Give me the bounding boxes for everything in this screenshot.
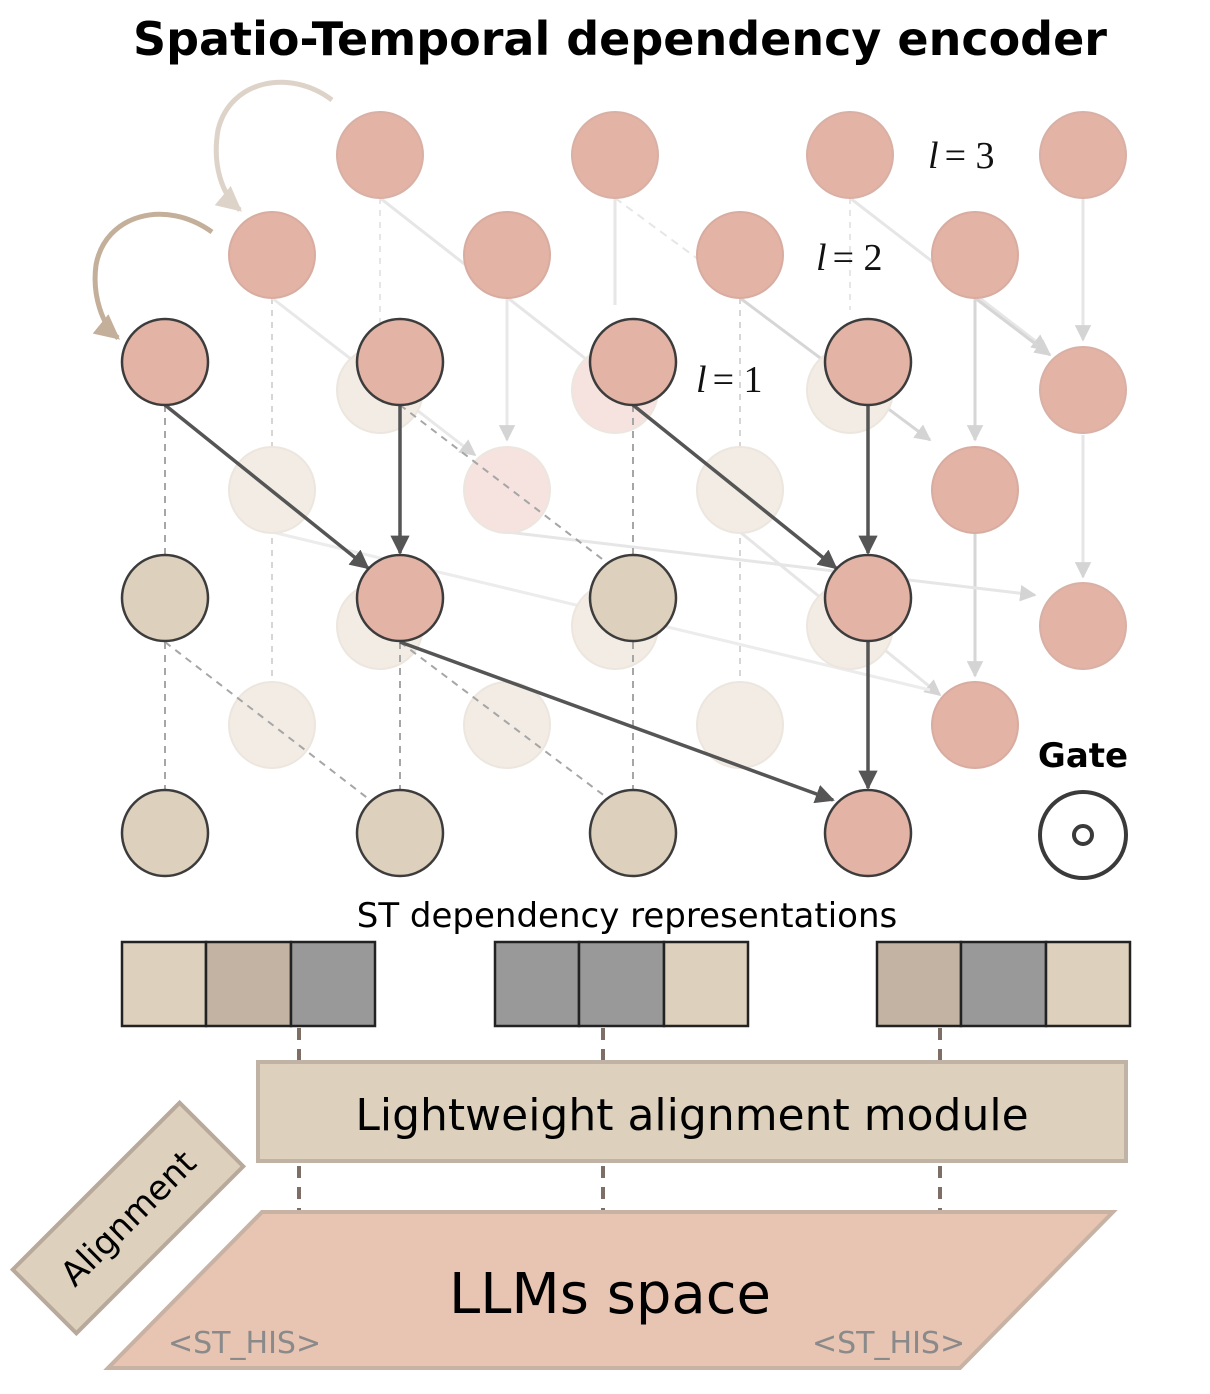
representation-block-3 [875,940,1132,1028]
gate-icon-center [1072,824,1094,846]
representation-block-2 [493,940,750,1028]
layer-transition-arrow-2-to-1 [92,211,214,340]
node-l3-t1 [336,111,424,199]
node-l3-t4 [1039,111,1127,199]
node-l3-t4-mid [1039,346,1127,434]
st-his-token-left: <ST_HIS> [168,1326,321,1361]
layer-label-3: l = 3 [928,135,995,177]
node-l1-t1-top [120,317,210,407]
llm-space-label: LLMs space [449,1262,771,1327]
alignment-module-label: Lightweight alignment module [355,1090,1028,1141]
representation-block-1 [120,940,377,1028]
node-l1-t1-mid [120,553,210,643]
node-l1-t2-mid [355,553,445,643]
node-l2-t1 [228,211,316,299]
layer-transition-arrow-3-to-2 [213,79,334,212]
diagram-title: Spatio-Temporal dependency encoder [133,12,1107,66]
gate-label: Gate [1038,736,1128,776]
node-l2-t3 [696,211,784,299]
node-l1-t3-top [588,317,678,407]
layer-label-1: l = 1 [696,359,763,401]
node-l3-t3 [806,111,894,199]
node-l2-t4 [931,211,1019,299]
node-l2-t4-low [931,681,1019,769]
llm-space [103,1210,1118,1370]
node-l1-t4-low [823,788,913,878]
layer-3-nodes [336,111,1127,670]
node-l1-t3-low [588,788,678,878]
representations-label: ST dependency representations [357,896,897,936]
node-l3-t4-low [1039,582,1127,670]
node-l1-t1-low [120,788,210,878]
representation-connectors [297,1028,942,1060]
node-l1-t2-top [355,317,445,407]
node-l3-t2 [571,111,659,199]
node-l1-t4-mid [823,553,913,643]
layer-1-nodes [120,317,913,878]
layer-1-solid-edges [163,403,878,804]
layer-label-2: l = 2 [816,237,883,279]
node-l2-t4-mid [931,446,1019,534]
node-l1-t3-mid [588,553,678,643]
alignment-module-box [256,1060,1128,1163]
node-l2-t2 [463,211,551,299]
st-his-token-right: <ST_HIS> [812,1326,965,1361]
layer-2-nodes [228,211,1019,769]
faded-nodes [228,346,894,769]
node-l1-t2-low [355,788,445,878]
node-l1-t4-top [823,317,913,407]
